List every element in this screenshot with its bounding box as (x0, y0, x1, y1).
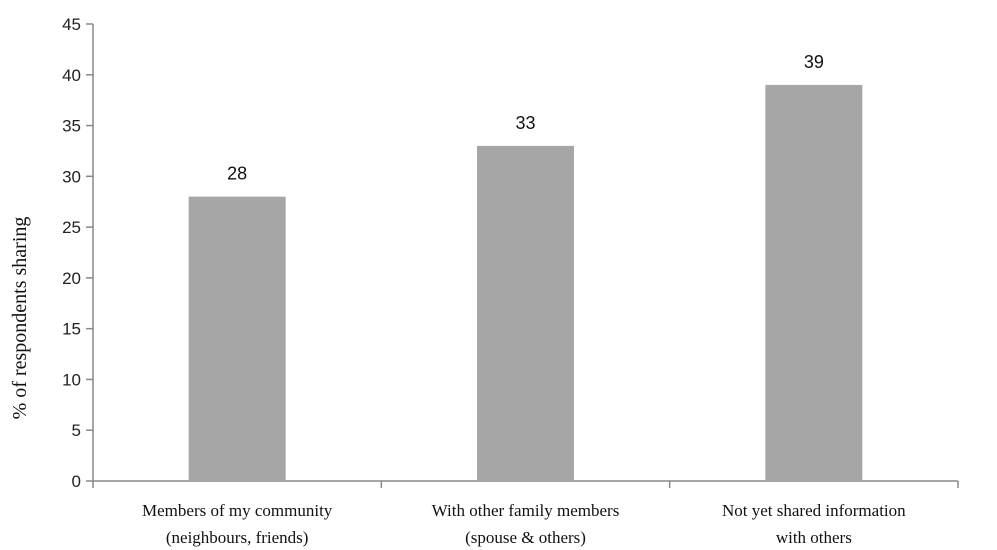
y-tick-label: 45 (62, 15, 81, 34)
y-tick-label: 5 (72, 421, 81, 440)
x-tick-label-line: Not yet shared information (722, 501, 906, 520)
bar (188, 196, 286, 481)
x-tick-label-line: (neighbours, friends) (166, 528, 309, 547)
data-label: 33 (515, 113, 535, 133)
y-tick-label: 10 (62, 370, 81, 389)
y-tick-label: 20 (62, 269, 81, 288)
data-label: 28 (227, 164, 247, 184)
y-tick-label: 0 (72, 472, 81, 491)
y-axis-title: % of respondents sharing (9, 217, 31, 420)
labels: 28 Members of my community (neighbours, fr… (142, 52, 906, 547)
x-tick-label-line: Members of my community (142, 501, 333, 520)
x-tick-label: Not yet shared information with others (722, 501, 906, 547)
x-tick-label-line: (spouse & others) (465, 528, 586, 547)
bar (765, 84, 863, 481)
y-tick-label: 40 (62, 66, 81, 85)
y-tick-label: 25 (62, 218, 81, 237)
bar (477, 145, 574, 481)
y-tick-label: 15 (62, 320, 81, 339)
x-tick-label-line: with others (776, 528, 852, 547)
y-tick-label: 30 (62, 167, 81, 186)
x-tick-label: With other family members (spouse & other… (432, 501, 620, 547)
bars (188, 84, 863, 481)
x-tick-label-line: With other family members (432, 501, 620, 520)
y-tick-label: 35 (62, 117, 81, 136)
x-tick-label: Members of my community (neighbours, frie… (142, 501, 333, 547)
data-label: 39 (804, 52, 824, 72)
